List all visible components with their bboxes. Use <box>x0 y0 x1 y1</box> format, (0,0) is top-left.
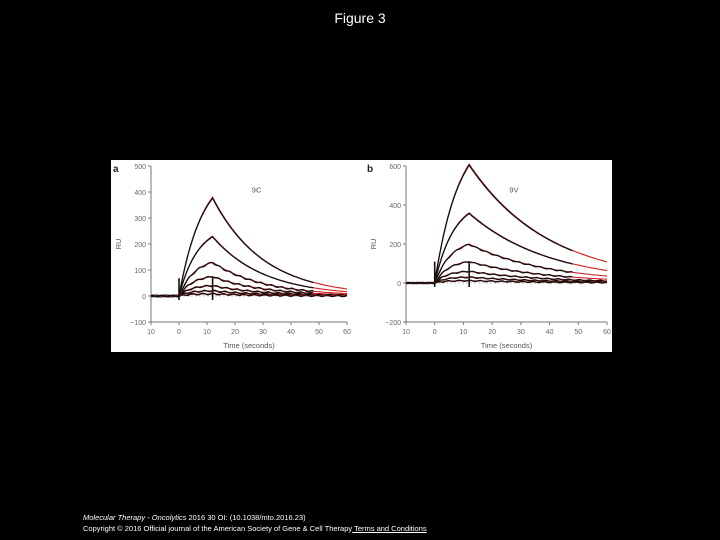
x-tick-label: 0 <box>433 329 437 336</box>
copyright-text: Copyright © 2016 Official journal of the… <box>83 524 353 533</box>
journal-name: Molecular Therapy - Oncolytics <box>83 513 187 522</box>
data-curve <box>406 164 573 284</box>
x-tick-label: 20 <box>231 329 239 336</box>
y-tick-label: −100 <box>130 320 146 327</box>
x-tick-label: 10 <box>147 329 155 336</box>
x-tick-label: 60 <box>603 329 611 336</box>
y-tick-label: 400 <box>134 190 146 197</box>
x-tick-label: 30 <box>259 329 267 336</box>
data-curve <box>150 292 348 298</box>
data-curve <box>151 196 314 297</box>
y-tick-label: 0 <box>142 294 146 301</box>
plot-b: −200 0 200 400 600 10 0 10 20 30 40 50 60 Time (secon… <box>367 163 611 350</box>
x-tick-label: 0 <box>177 329 181 336</box>
y-tick-label: 200 <box>389 242 401 249</box>
data-curve <box>405 279 608 285</box>
data-curve <box>405 270 608 285</box>
y-axis-label: RU <box>369 239 378 250</box>
panel-label: a <box>113 164 119 175</box>
data-curve <box>406 212 573 284</box>
y-tick-label: −200 <box>385 320 401 327</box>
citation-line-2: Copyright © 2016 Official journal of the… <box>83 523 427 534</box>
figure-panel: −100 0 100 200 300 400 500 10 0 10 20 30 40 50 60 Time … <box>111 160 612 352</box>
x-tick-label: 20 <box>488 329 496 336</box>
slide-title: Figure 3 <box>334 10 386 26</box>
year-doi: 2016 30 OI: (10.1038/mto.2016.23) <box>186 513 306 522</box>
citation: Molecular Therapy - Oncolytics 2016 30 O… <box>83 512 427 534</box>
x-tick-label: 50 <box>574 329 582 336</box>
x-axis-label: Time (seconds) <box>481 341 533 350</box>
x-tick-label: 10 <box>203 329 211 336</box>
y-tick-label: 500 <box>134 164 146 171</box>
citation-line-1: Molecular Therapy - Oncolytics 2016 30 O… <box>83 512 427 523</box>
fit-curve <box>151 196 348 297</box>
data-curve <box>151 235 314 297</box>
y-axis-label: RU <box>114 239 123 250</box>
terms-link[interactable]: Terms and Conditions <box>352 524 427 533</box>
x-tick-label: 30 <box>517 329 525 336</box>
x-tick-label: 40 <box>546 329 554 336</box>
y-tick-label: 200 <box>134 242 146 249</box>
y-tick-label: 400 <box>389 203 401 210</box>
x-tick-label: 50 <box>315 329 323 336</box>
y-tick-label: 300 <box>134 216 146 223</box>
x-tick-label: 40 <box>287 329 295 336</box>
x-tick-label: 10 <box>402 329 410 336</box>
y-tick-label: 600 <box>389 164 401 171</box>
y-tick-label: 0 <box>397 281 401 288</box>
x-tick-label: 10 <box>460 329 468 336</box>
panel-label: b <box>367 164 373 175</box>
y-tick-label: 100 <box>134 268 146 275</box>
panel-annotation: 9V <box>509 186 518 195</box>
x-tick-label: 60 <box>343 329 351 336</box>
panel-annotation: 9C <box>252 186 262 195</box>
x-axis-label: Time (seconds) <box>223 341 275 350</box>
